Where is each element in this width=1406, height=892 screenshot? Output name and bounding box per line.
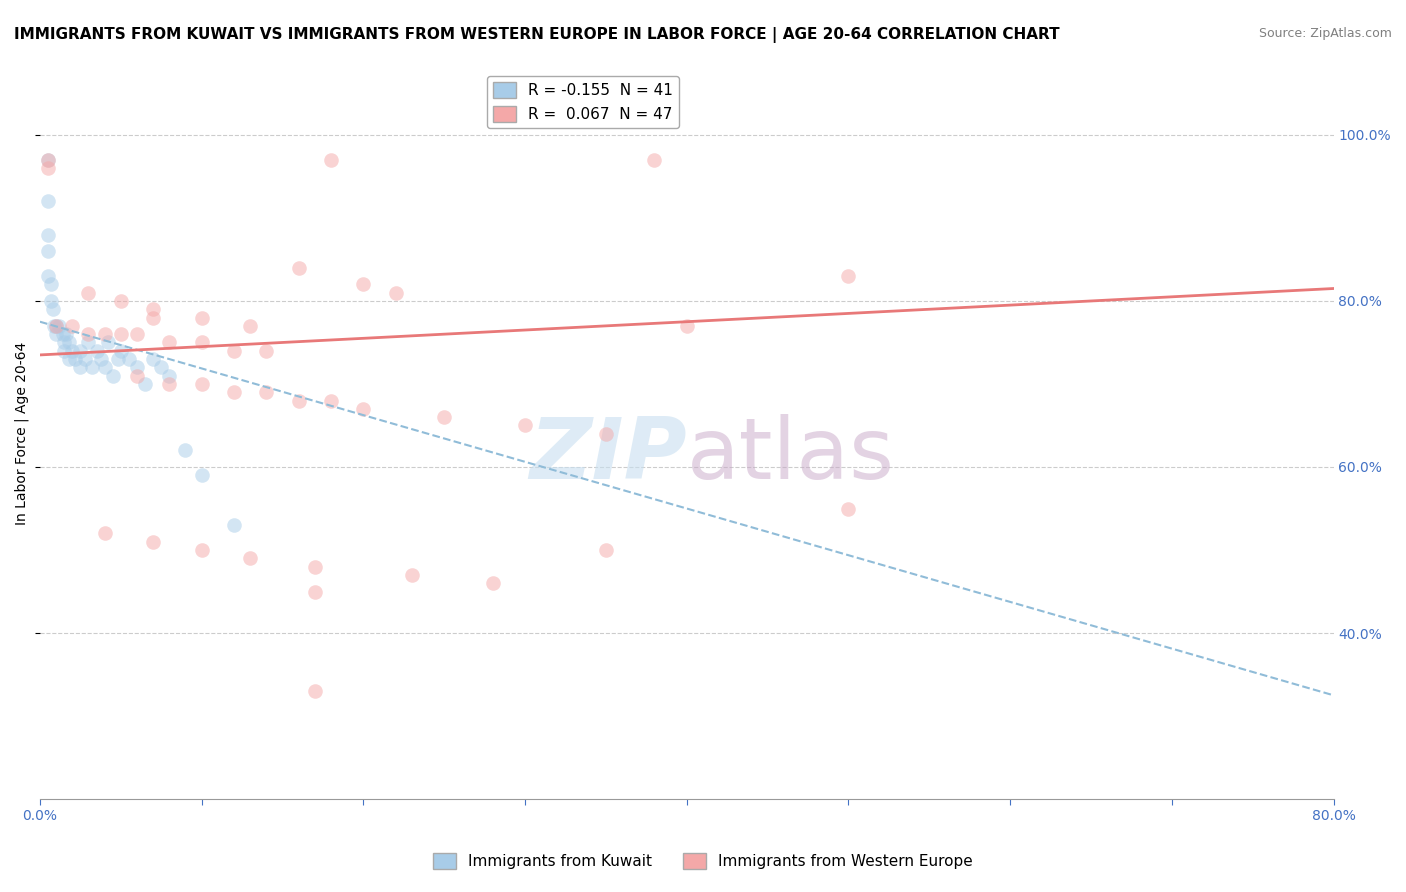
Point	[45, 318, 67, 333]
Point	[37, 244, 59, 259]
Point	[254, 385, 277, 400]
Point	[174, 443, 197, 458]
Text: atlas: atlas	[686, 414, 894, 497]
Point	[80, 360, 103, 375]
Legend: Immigrants from Kuwait, Immigrants from Western Europe: Immigrants from Kuwait, Immigrants from …	[427, 847, 979, 875]
Point	[134, 376, 156, 391]
Point	[37, 227, 59, 242]
Point	[42, 302, 65, 317]
Point	[48, 318, 70, 333]
Point	[287, 393, 309, 408]
Point	[304, 559, 326, 574]
Point	[37, 153, 59, 167]
Point	[93, 360, 115, 375]
Point	[118, 352, 141, 367]
Point	[53, 335, 76, 350]
Point	[65, 352, 87, 367]
Point	[69, 360, 91, 375]
Point	[190, 376, 212, 391]
Point	[222, 385, 245, 400]
Point	[190, 310, 212, 325]
Point	[150, 360, 173, 375]
Point	[837, 501, 859, 516]
Point	[107, 352, 129, 367]
Point	[39, 293, 62, 308]
Point	[157, 368, 180, 383]
Point	[125, 327, 148, 342]
Point	[142, 302, 165, 317]
Point	[93, 327, 115, 342]
Point	[55, 327, 77, 342]
Point	[384, 285, 406, 300]
Point	[157, 335, 180, 350]
Point	[93, 526, 115, 541]
Point	[190, 468, 212, 483]
Point	[51, 327, 73, 342]
Point	[222, 343, 245, 358]
Point	[142, 352, 165, 367]
Point	[37, 161, 59, 175]
Point	[190, 335, 212, 350]
Point	[157, 376, 180, 391]
Point	[595, 426, 617, 441]
Point	[58, 352, 80, 367]
Point	[513, 418, 536, 433]
Point	[837, 268, 859, 283]
Point	[110, 327, 132, 342]
Point	[125, 368, 148, 383]
Point	[304, 684, 326, 698]
Text: ZIP: ZIP	[529, 414, 686, 497]
Point	[433, 410, 456, 425]
Point	[53, 343, 76, 358]
Point	[481, 576, 503, 591]
Text: Source: ZipAtlas.com: Source: ZipAtlas.com	[1258, 27, 1392, 40]
Point	[75, 352, 97, 367]
Point	[287, 260, 309, 275]
Point	[142, 310, 165, 325]
Legend: R = -0.155  N = 41, R =  0.067  N = 47: R = -0.155 N = 41, R = 0.067 N = 47	[486, 76, 679, 128]
Point	[110, 293, 132, 308]
Point	[319, 153, 342, 167]
Point	[101, 368, 124, 383]
Point	[60, 343, 83, 358]
Point	[60, 318, 83, 333]
Point	[37, 194, 59, 209]
Point	[45, 327, 67, 342]
Point	[239, 551, 262, 566]
Point	[352, 277, 374, 292]
Point	[254, 343, 277, 358]
Point	[77, 285, 100, 300]
Point	[37, 153, 59, 167]
Point	[319, 393, 342, 408]
Point	[304, 584, 326, 599]
Point	[44, 318, 66, 333]
Point	[77, 327, 100, 342]
Point	[222, 518, 245, 533]
Point	[77, 335, 100, 350]
Point	[97, 335, 120, 350]
Point	[125, 360, 148, 375]
Point	[86, 343, 108, 358]
Text: IMMIGRANTS FROM KUWAIT VS IMMIGRANTS FROM WESTERN EUROPE IN LABOR FORCE | AGE 20: IMMIGRANTS FROM KUWAIT VS IMMIGRANTS FRO…	[14, 27, 1060, 43]
Point	[69, 343, 91, 358]
Point	[643, 153, 665, 167]
Point	[37, 268, 59, 283]
Point	[595, 543, 617, 558]
Point	[142, 534, 165, 549]
Point	[239, 318, 262, 333]
Point	[45, 318, 67, 333]
Y-axis label: In Labor Force | Age 20-64: In Labor Force | Age 20-64	[15, 343, 30, 525]
Point	[675, 318, 697, 333]
Point	[352, 401, 374, 416]
Point	[110, 343, 132, 358]
Point	[190, 543, 212, 558]
Point	[39, 277, 62, 292]
Point	[401, 568, 423, 582]
Point	[58, 335, 80, 350]
Point	[90, 352, 112, 367]
